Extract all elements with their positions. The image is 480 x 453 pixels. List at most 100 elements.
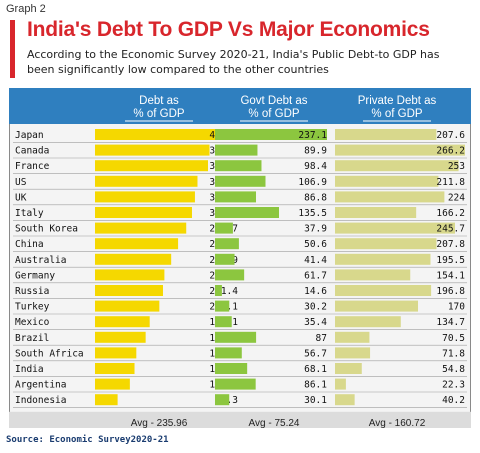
value-label-3-australia: 195.5	[436, 255, 465, 266]
value-label-2-south-africa: 56.7	[304, 348, 327, 359]
chart-title: India's Debt To GDP Vs Major Economics	[27, 18, 430, 42]
bar-1-south-africa	[95, 347, 136, 358]
value-label-2-brazil: 87	[316, 333, 327, 344]
bar-3-indonesia	[335, 394, 355, 405]
value-label-2-mexico: 35.4	[304, 317, 327, 328]
bar-3-france	[335, 160, 459, 171]
column-header-2-line2: % of GDP	[248, 108, 299, 120]
row-label-germany: Germany	[15, 270, 55, 281]
value-label-3-japan: 207.6	[436, 130, 465, 141]
row-label-us: US	[15, 177, 27, 188]
row-label-india: India	[15, 364, 44, 375]
bar-3-germany	[335, 269, 410, 280]
average-label-1: Avg - 235.96	[131, 418, 188, 428]
bar-1-india	[95, 363, 135, 374]
row-label-indonesia: Indonesia	[15, 395, 66, 406]
value-label-2-france: 98.4	[304, 161, 327, 172]
value-label-3-china: 207.8	[436, 239, 465, 250]
column-header-1-line2: % of GDP	[133, 108, 184, 120]
bar-2-argentina	[215, 379, 256, 390]
bar-1-australia	[95, 254, 171, 265]
bar-2-indonesia	[215, 394, 229, 405]
bar-2-brazil	[215, 332, 256, 343]
row-label-argentina: Argentina	[15, 380, 66, 391]
bar-3-brazil	[335, 332, 369, 343]
average-label-2: Avg - 75.24	[249, 418, 300, 428]
row-label-uk: UK	[15, 192, 27, 203]
source-note: Source: Economic Survey2020-21	[6, 435, 169, 445]
title-accent-bar	[10, 20, 15, 78]
bar-1-indonesia	[95, 394, 118, 405]
column-header-3-line1: Private Debt as	[358, 95, 437, 107]
bar-2-russia	[215, 285, 222, 296]
bar-2-turkey	[215, 301, 229, 312]
value-label-3-france: 253	[448, 161, 465, 172]
bar-2-germany	[215, 269, 244, 280]
value-label-2-japan: 237.1	[298, 130, 327, 141]
bar-3-us	[335, 176, 438, 187]
bar-3-uk	[335, 191, 444, 202]
value-label-3-canada: 266.2	[436, 146, 465, 157]
value-label-2-indonesia: 30.1	[304, 395, 327, 406]
row-label-brazil: Brazil	[15, 333, 49, 344]
bar-2-france	[215, 160, 261, 171]
bar-3-russia	[335, 285, 431, 296]
row-label-canada: Canada	[15, 146, 49, 157]
row-label-italy: Italy	[15, 208, 44, 219]
bar-1-argentina	[95, 379, 130, 390]
bar-1-china	[95, 238, 178, 249]
bar-2-us	[215, 176, 265, 187]
value-label-3-south-africa: 71.8	[442, 348, 465, 359]
column-header-2-line1: Govt Debt as	[240, 95, 307, 107]
value-label-3-turkey: 170	[448, 302, 465, 313]
bar-3-india	[335, 363, 362, 374]
average-label-3: Avg - 160.72	[369, 418, 426, 428]
row-label-australia: Australia	[15, 255, 66, 266]
bar-2-china	[215, 238, 239, 249]
row-label-japan: Japan	[15, 130, 44, 141]
value-label-2-south-korea: 37.9	[304, 224, 327, 235]
bar-3-south-africa	[335, 347, 370, 358]
bar-2-uk	[215, 191, 256, 202]
bar-1-uk	[95, 191, 195, 202]
column-header-1-line1: Debt as	[139, 95, 179, 107]
value-label-2-uk: 86.8	[304, 192, 327, 203]
chart-subtitle: According to the Economic Survey 2020-21…	[27, 48, 447, 77]
value-label-3-uk: 224	[448, 192, 465, 203]
bar-3-turkey	[335, 301, 418, 312]
value-label-3-argentina: 22.3	[442, 380, 465, 391]
graph-label: Graph 2	[6, 3, 46, 15]
row-label-china: China	[15, 239, 44, 250]
value-label-2-china: 50.6	[304, 239, 327, 250]
row-label-turkey: Turkey	[15, 302, 50, 313]
bar-2-south-korea	[215, 223, 233, 234]
bar-2-india	[215, 363, 247, 374]
value-label-3-india: 54.8	[442, 364, 465, 375]
row-label-france: France	[15, 161, 50, 172]
value-label-2-germany: 61.7	[304, 270, 327, 281]
value-label-2-italy: 135.5	[298, 208, 327, 219]
value-label-3-south-korea: 245.7	[436, 224, 465, 235]
value-label-2-us: 106.9	[298, 177, 327, 188]
bar-1-turkey	[95, 301, 159, 312]
bar-2-south-africa	[215, 347, 242, 358]
row-label-russia: Russia	[15, 286, 49, 297]
value-label-2-russia: 14.6	[304, 286, 327, 297]
bar-1-italy	[95, 207, 192, 218]
bar-1-germany	[95, 269, 164, 280]
bar-3-china	[335, 238, 436, 249]
value-label-3-us: 211.8	[436, 177, 465, 188]
value-label-3-germany: 154.1	[436, 270, 465, 281]
bar-3-japan	[335, 129, 436, 140]
bar-1-france	[95, 160, 208, 171]
value-label-3-italy: 166.2	[436, 208, 465, 219]
value-label-2-canada: 89.9	[304, 146, 327, 157]
row-label-south-africa: South Africa	[15, 348, 84, 359]
bar-2-canada	[215, 145, 257, 156]
value-label-1-russia: 211.4	[209, 286, 238, 297]
bar-1-us	[95, 176, 197, 187]
bar-1-mexico	[95, 316, 150, 327]
bar-3-argentina	[335, 379, 346, 390]
value-label-3-brazil: 70.5	[442, 333, 465, 344]
